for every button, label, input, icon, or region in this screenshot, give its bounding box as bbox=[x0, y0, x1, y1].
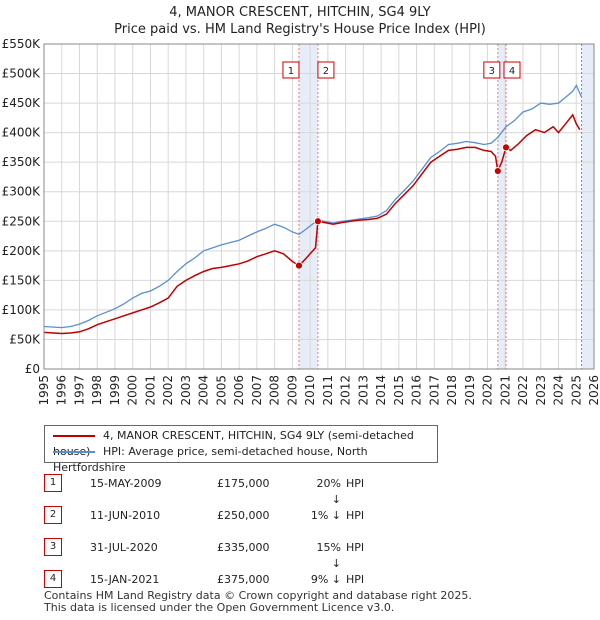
x-tick-label: 2002 bbox=[161, 375, 175, 406]
x-tick-label: 2016 bbox=[410, 375, 424, 406]
y-tick-label: £550K bbox=[2, 37, 42, 51]
y-tick-label: £500K bbox=[2, 67, 42, 81]
sale-price: £175,000 bbox=[217, 477, 270, 490]
x-tick-label: 2004 bbox=[197, 375, 211, 406]
y-tick-label: £450K bbox=[2, 96, 42, 110]
sale-marker bbox=[493, 167, 502, 175]
sale-hpi-diff: 1% ↓ bbox=[310, 509, 341, 522]
price-chart: £0 £50K £100K £150K £200K £250K £300K £350K £400… bbox=[2, 37, 600, 406]
annotation-badge bbox=[483, 61, 501, 79]
sale-hpi-label: HPI bbox=[346, 509, 365, 522]
x-tick-label: 2017 bbox=[427, 375, 441, 406]
sale-marker bbox=[295, 261, 303, 270]
annotation-badge bbox=[503, 61, 521, 79]
y-tick-label: £150K bbox=[2, 273, 42, 287]
x-tick-label: 2022 bbox=[516, 375, 530, 406]
sale-hpi-diff: 9% ↓ bbox=[310, 573, 341, 586]
legend: 4, MANOR CRESCENT, HITCHIN, SG4 9LY (sem… bbox=[44, 425, 438, 474]
footer-attribution: Contains HM Land Registry data © Crown c… bbox=[44, 590, 472, 614]
footer-line-2: This data is licensed under the Open Gov… bbox=[44, 601, 395, 614]
x-tick-label: 2018 bbox=[445, 375, 459, 406]
sale-row: 3 31-JUL-2020 £335,000 15% ↓ HPI bbox=[44, 538, 464, 570]
annotation-badge bbox=[317, 61, 335, 79]
sale-number-badge: 3 bbox=[44, 538, 62, 556]
y-tick-label: £100K bbox=[2, 303, 42, 317]
x-tick-label: 2024 bbox=[552, 375, 566, 406]
x-tick-label: 2020 bbox=[481, 375, 495, 406]
sale-marker bbox=[502, 143, 510, 152]
sale-number-badge: 1 bbox=[44, 474, 62, 492]
legend-item-hpi: HPI: Average price, semi-detached house,… bbox=[53, 444, 437, 474]
legend-swatch-hpi bbox=[53, 451, 95, 453]
sale-date: 15-MAY-2009 bbox=[90, 477, 162, 490]
y-tick-label: £250K bbox=[2, 214, 42, 228]
x-tick-label: 2014 bbox=[374, 375, 388, 406]
legend-swatch-property bbox=[53, 435, 95, 437]
x-tick-label: 2015 bbox=[392, 375, 406, 406]
plot-frame bbox=[43, 43, 595, 370]
sale-number-badge: 2 bbox=[44, 506, 62, 524]
annotation-label: 1 bbox=[288, 66, 294, 77]
x-tick-label: 2011 bbox=[321, 375, 335, 406]
x-tick-label: 2012 bbox=[339, 375, 353, 406]
sale-date: 11-JUN-2010 bbox=[90, 509, 161, 522]
legend-item-property: 4, MANOR CRESCENT, HITCHIN, SG4 9LY (sem… bbox=[53, 428, 437, 458]
x-tick-label: 2003 bbox=[179, 375, 193, 406]
annotation-label: 3 bbox=[489, 66, 495, 77]
sale-row: 1 15-MAY-2009 £175,000 20% ↓ HPI bbox=[44, 474, 464, 506]
x-tick-label: 2021 bbox=[498, 375, 512, 406]
y-tick-label: £300K bbox=[2, 185, 42, 199]
footer-line-1: Contains HM Land Registry data © Crown c… bbox=[44, 589, 472, 602]
x-tick-label: 2010 bbox=[303, 375, 317, 406]
x-tick-label: 2026 bbox=[587, 375, 600, 406]
x-tick-label: 2001 bbox=[143, 375, 157, 406]
x-tick-label: 1999 bbox=[108, 375, 122, 406]
x-tick-label: 2005 bbox=[214, 375, 228, 406]
chart-title: 4, MANOR CRESCENT, HITCHIN, SG4 9LY Pric… bbox=[0, 4, 600, 38]
shaded-period bbox=[298, 44, 318, 369]
sale-price: £335,000 bbox=[217, 541, 270, 554]
sale-date: 31-JUL-2020 bbox=[90, 541, 158, 554]
chart-title-line-2: Price paid vs. HM Land Registry's House … bbox=[114, 22, 486, 37]
x-tick-label: 2008 bbox=[268, 375, 282, 406]
shaded-period bbox=[581, 44, 594, 369]
legend-label-hpi: HPI: Average price, semi-detached house,… bbox=[53, 445, 368, 474]
y-tick-label: £50K bbox=[9, 332, 41, 346]
sale-hpi-label: HPI bbox=[346, 477, 365, 490]
sale-date: 15-JAN-2021 bbox=[90, 573, 160, 586]
sale-marker bbox=[314, 217, 322, 226]
sale-hpi-label: HPI bbox=[346, 541, 365, 554]
y-tick-label: £350K bbox=[2, 155, 42, 169]
x-tick-label: 2025 bbox=[569, 375, 583, 406]
annotation-badge bbox=[282, 61, 300, 79]
sale-price: £250,000 bbox=[217, 509, 270, 522]
annotation-label: 4 bbox=[509, 66, 515, 77]
x-tick-label: 2009 bbox=[285, 375, 299, 406]
x-tick-label: 2007 bbox=[250, 375, 264, 406]
x-tick-label: 2000 bbox=[126, 375, 140, 406]
x-tick-label: 2013 bbox=[356, 375, 370, 406]
shaded-period bbox=[497, 44, 506, 369]
x-tick-label: 1997 bbox=[72, 375, 86, 406]
sale-price: £375,000 bbox=[217, 573, 270, 586]
x-tick-label: 2023 bbox=[534, 375, 548, 406]
sale-row: 4 15-JAN-2021 £375,000 9% ↓ HPI bbox=[44, 570, 464, 588]
x-tick-label: 2019 bbox=[463, 375, 477, 406]
sale-row: 2 11-JUN-2010 £250,000 1% ↓ HPI bbox=[44, 506, 464, 524]
sale-hpi-diff: 20% ↓ bbox=[316, 477, 341, 506]
y-tick-label: £400K bbox=[2, 126, 42, 140]
y-tick-label: £0 bbox=[25, 362, 40, 376]
x-tick-label: 1995 bbox=[37, 375, 51, 406]
x-tick-label: 1996 bbox=[55, 375, 69, 406]
plot-area bbox=[44, 44, 594, 369]
y-tick-label: £200K bbox=[2, 244, 42, 258]
x-tick-label: 1998 bbox=[90, 375, 104, 406]
sale-hpi-diff: 15% ↓ bbox=[316, 541, 341, 570]
annotation-label: 2 bbox=[323, 66, 329, 77]
x-tick-label: 2006 bbox=[232, 375, 246, 406]
sale-hpi-label: HPI bbox=[346, 573, 365, 586]
sale-number-badge: 4 bbox=[44, 570, 62, 588]
chart-title-line-1: 4, MANOR CRESCENT, HITCHIN, SG4 9LY bbox=[169, 5, 431, 20]
